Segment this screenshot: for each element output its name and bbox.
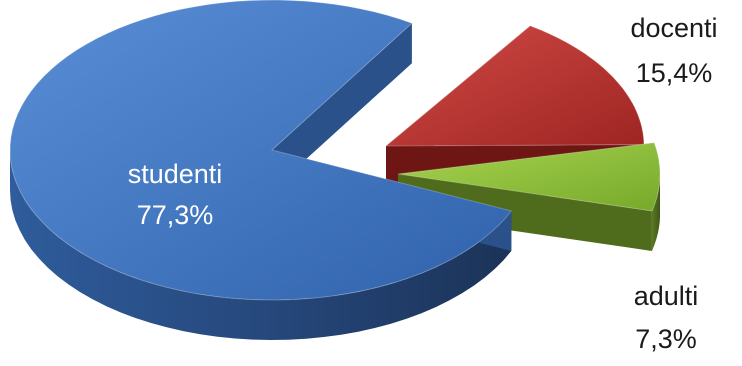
slice-label-studenti: studenti [128, 159, 223, 189]
slice-top-adulti [397, 142, 661, 212]
slice-cut-studenti-1 [272, 23, 412, 191]
slice-side-studenti [10, 150, 512, 340]
slice-label-docenti: docenti [630, 13, 717, 43]
pie-labels: studenti 77,3% docenti 15,4% adulti 7,3% [128, 13, 718, 354]
slice-value-studenti: 77,3% [137, 200, 214, 230]
slice-top-studenti [9, 0, 513, 301]
slice-value-adulti: 7,3% [635, 324, 697, 354]
slice-cut-adulti-1 [398, 174, 652, 251]
slice-label-adulti: adulti [634, 281, 699, 311]
slice-value-docenti: 15,4% [636, 58, 713, 88]
slice-side-adulti [651, 174, 660, 251]
slice-top-docenti [384, 25, 645, 147]
pie-tops [9, 0, 661, 301]
